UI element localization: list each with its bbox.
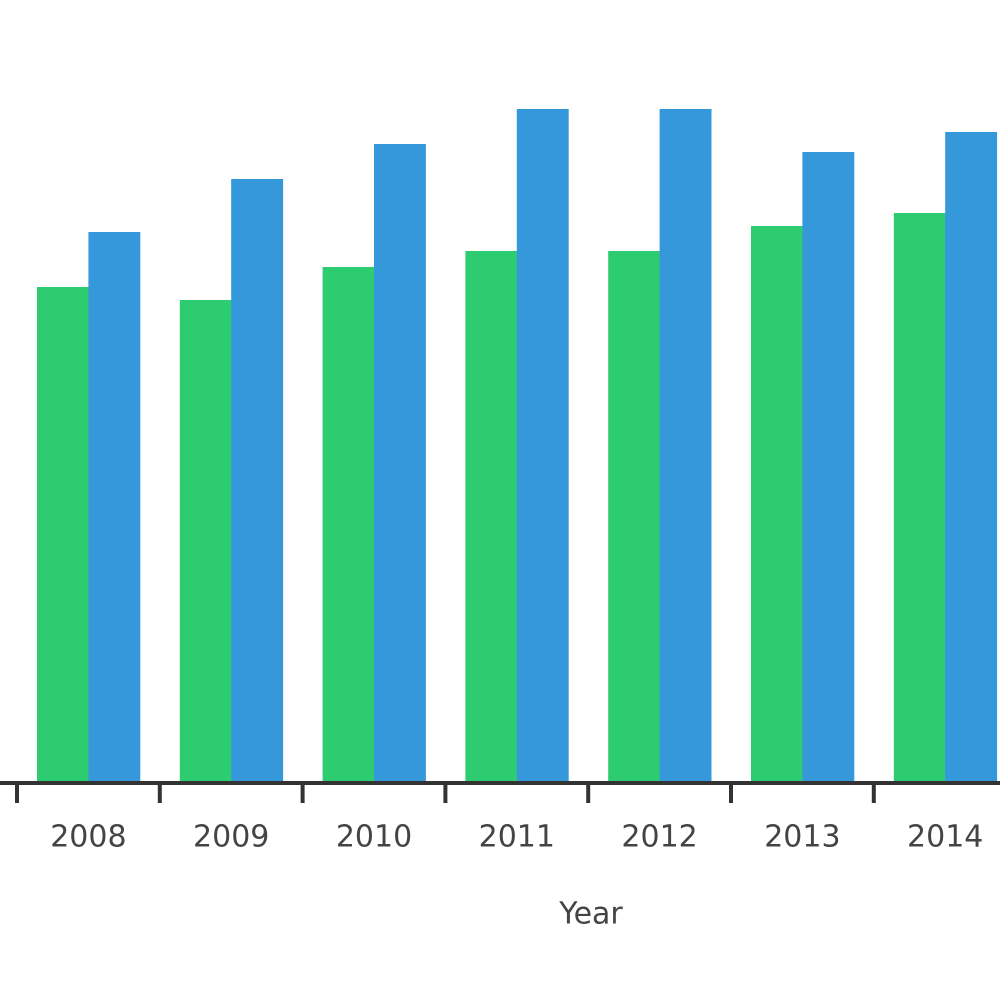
x-tick-label: 2011 (479, 820, 555, 855)
bar (945, 132, 998, 782)
bar (88, 232, 141, 782)
bar (516, 109, 569, 782)
x-tick-label: 2008 (50, 820, 126, 855)
x-tick-label: 2012 (621, 820, 697, 855)
x-tick-label: 2013 (764, 820, 840, 855)
x-tick-label: 2014 (907, 820, 983, 855)
x-axis-title: Year (558, 897, 623, 932)
bar (751, 226, 803, 782)
bar (465, 251, 518, 782)
bar (893, 213, 946, 782)
bar (179, 300, 232, 782)
bar (659, 109, 712, 782)
x-tick-label: 2009 (193, 820, 269, 855)
bar (231, 179, 284, 782)
bar (608, 251, 661, 782)
bar (802, 152, 855, 782)
bar (37, 287, 89, 782)
bar (322, 267, 375, 782)
bar (374, 144, 426, 782)
x-tick-label: 2010 (336, 820, 412, 855)
